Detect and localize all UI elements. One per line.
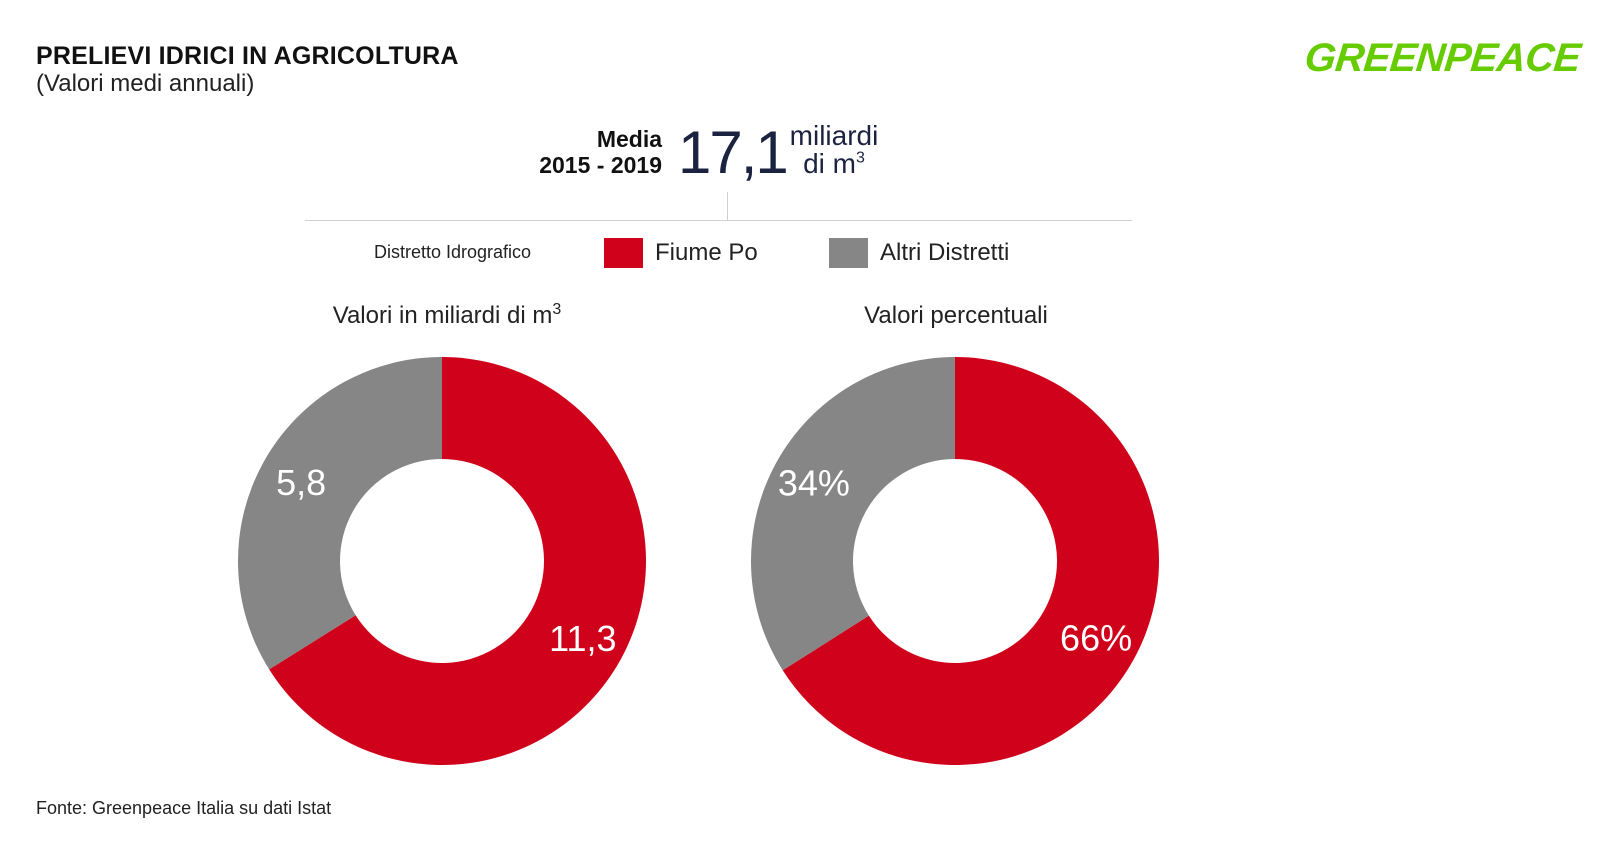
summary-label-line1: Media (596, 126, 662, 152)
legend-label-po: Fiume Po (655, 239, 758, 266)
summary-unit-base: di m (803, 148, 856, 179)
chart2-data-label-others: 34% (778, 462, 850, 503)
chart-title: PRELIEVI IDRICI IN AGRICOLTURA (36, 42, 459, 70)
summary-unit-line1: miliardi (789, 120, 879, 151)
chart-subtitle: (Valori medi annuali) (36, 70, 255, 97)
chart2-slice-others (751, 357, 955, 671)
divider-horizontal (305, 220, 1132, 221)
chart2-slice-po (782, 357, 1160, 765)
source-note: Fonte: Greenpeace Italia su dati Istat (36, 798, 332, 818)
chart1-data-label-others: 5,8 (276, 462, 326, 503)
legend-label-others: Altri Distretti (880, 239, 1010, 266)
chart1-data-label-po: 11,3 (549, 618, 616, 659)
chart1-title-text: Valori in miliardi di m (332, 302, 553, 329)
chart1-title-sup: 3 (552, 301, 562, 318)
chart1-slice-others (238, 357, 442, 670)
chart1-title: Valori in miliardi di m3 (237, 302, 657, 330)
chart2-title-text: Valori percentuali (864, 302, 1048, 329)
chart2-title: Valori percentuali (746, 302, 1166, 330)
legend-title: Distretto Idrografico (374, 242, 532, 262)
divider-vertical (727, 192, 728, 220)
chart2-data-label-po: 66% (1060, 618, 1132, 659)
summary-unit-sup: 3 (856, 149, 865, 167)
summary-label-line2: 2015 - 2019 (539, 152, 662, 178)
legend-swatch-others (829, 238, 868, 268)
summary-label: Media 2015 - 2019 (500, 126, 662, 178)
summary-unit-line2: di m3 (770, 150, 898, 178)
legend-swatch-po (604, 238, 643, 268)
summary-unit: miliardi di m3 (770, 122, 898, 178)
chart1-slice-po (269, 357, 646, 765)
summary-value: 17,1 (678, 119, 789, 186)
